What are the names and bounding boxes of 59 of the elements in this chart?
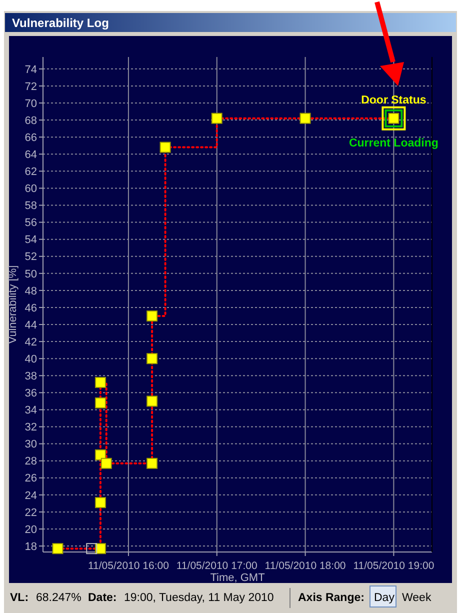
y-tick-label: 36 [24,388,37,400]
text: Week [402,592,432,604]
y-axis-title: Vulnerability [%] [7,265,19,344]
y-tick-label: 34 [24,404,37,417]
annotation: Door Status [361,94,426,106]
y-tick-label: 62 [24,166,37,178]
y-tick-label: 42 [24,336,37,348]
point [146,353,158,364]
x-tick-label: 11/05/2010 19:00 [353,560,434,572]
y-tick-label: 46 [24,302,37,314]
y-tick-label: 64 [24,148,37,161]
y-tick-label: 58 [24,200,37,212]
y-tick-label: 60 [24,183,37,196]
y-tick-label: 26 [24,472,37,485]
text: 68.247% [36,592,82,604]
text: Date: [88,592,117,604]
y-tick-label: 52 [24,251,37,264]
x-tick-label: 11/05/2010 17:00 [176,560,258,572]
point [94,449,106,460]
point [160,142,171,153]
y-tick-label: 70 [24,98,37,110]
y-tick-label: 48 [24,285,37,298]
text: Axis Range: [298,592,364,604]
point [52,543,64,554]
y-tick-label: 50 [24,268,37,280]
annotation: Current Loading [348,137,438,150]
y-tick-label: 28 [24,456,37,468]
y-tick-label: 74 [24,64,37,76]
y-tick-label: 32 [24,422,37,434]
y-tick-label: 18 [24,540,37,553]
point [100,458,112,469]
y-tick-label: 40 [24,353,37,366]
point [86,543,98,554]
y-tick-label: 20 [24,524,37,536]
text: Day [374,592,395,604]
x-axis-title: Time, GMT [210,572,266,584]
y-tick-label: 38 [24,370,37,382]
point [146,310,158,322]
point [94,376,106,388]
y-tick-label: 54 [24,234,37,246]
point [300,112,311,124]
point [146,458,158,469]
y-tick-label: 68 [24,114,37,127]
point [211,112,222,124]
y-tick-label: 24 [24,490,37,502]
y-tick-label: 44 [24,319,37,332]
y-tick-label: 22 [24,506,37,519]
y-tick-label: 56 [24,217,37,230]
x-tick-label: 11/05/2010 18:00 [264,560,346,572]
text: 19:00, Tuesday, 11 May 2010 [124,592,274,604]
point [94,497,106,508]
y-tick-label: 66 [24,132,37,144]
chart-title: Vulnerability Log [12,16,109,30]
x-tick-label: 11/05/2010 16:00 [88,560,170,572]
point [94,397,106,408]
point [146,396,158,407]
y-tick-label: 30 [24,438,37,451]
text: VL: [10,592,29,604]
y-tick-label: 72 [24,80,37,93]
